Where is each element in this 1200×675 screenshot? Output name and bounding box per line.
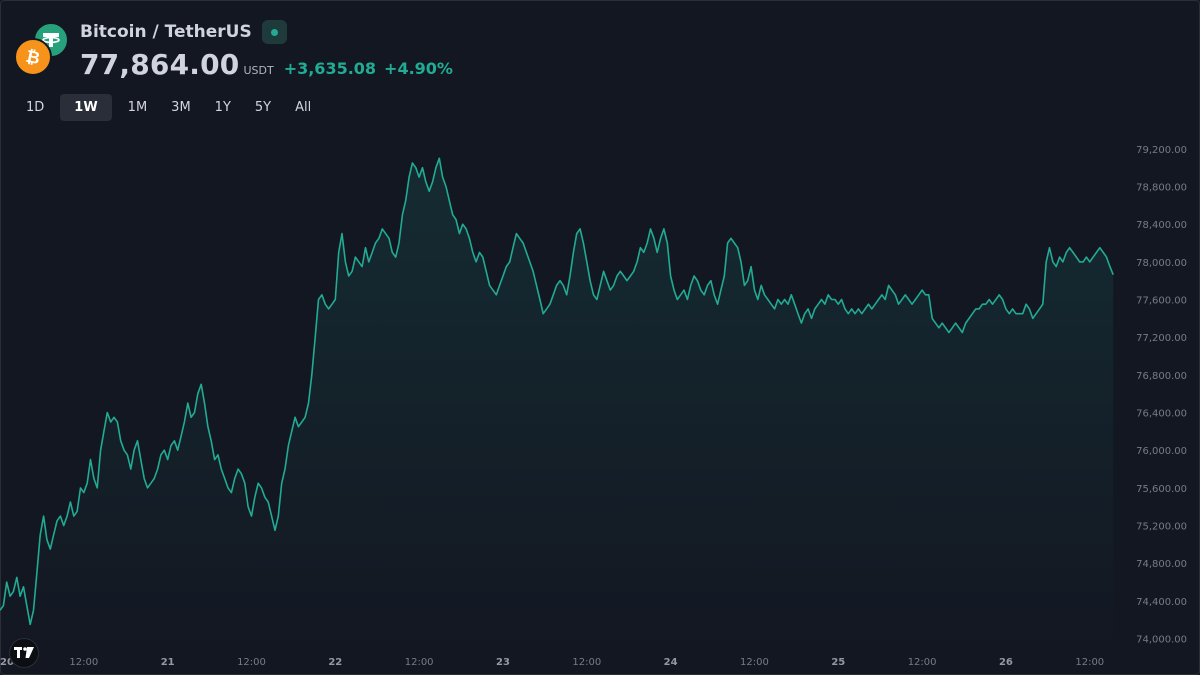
x-tick-label: 12:00 xyxy=(572,657,601,668)
y-tick-label: 77,200.00 xyxy=(1136,333,1187,344)
svg-text:₿: ₿ xyxy=(24,47,42,68)
price-line-series xyxy=(0,157,1114,626)
x-tick-label: 12:00 xyxy=(405,657,434,668)
y-tick-label: 78,000.00 xyxy=(1136,258,1187,269)
y-tick-label: 76,800.00 xyxy=(1136,371,1187,382)
price-change-abs: +3,635.08 xyxy=(283,59,377,78)
x-tick-label: 21 xyxy=(161,657,175,668)
pair-logos: ₿ xyxy=(14,20,70,80)
x-tick-label: 24 xyxy=(664,657,678,668)
x-tick-label: 22 xyxy=(328,657,342,668)
y-axis: 79,200.00 78,800.00 78,400.00 78,000.00 77,6… xyxy=(1136,145,1187,646)
tab-5y[interactable]: 5Y xyxy=(254,100,272,115)
tab-3m[interactable]: 3M xyxy=(171,100,191,115)
price-unit: USDT xyxy=(243,64,274,77)
y-tick-label: 74,000.00 xyxy=(1136,635,1187,646)
x-tick-label: 26 xyxy=(999,657,1013,668)
tab-1d[interactable]: 1D xyxy=(26,100,45,115)
timeframe-tabs: 1D 1W 1M 3M 1Y 5Y All xyxy=(18,94,319,121)
price-change-pct: +4.90% xyxy=(384,59,453,78)
x-tick-label: 12:00 xyxy=(908,657,937,668)
x-tick-label: 12:00 xyxy=(1075,657,1104,668)
y-tick-label: 75,200.00 xyxy=(1136,522,1187,533)
tab-1y[interactable]: 1Y xyxy=(214,100,231,115)
x-tick-label: 20 xyxy=(0,657,14,668)
x-tick-label: 23 xyxy=(496,657,510,668)
symbol-name[interactable]: Bitcoin / TetherUS xyxy=(80,22,252,42)
symbol-header: ₿ Bitcoin / TetherUS 77,864.00 USDT +3,6… xyxy=(14,14,714,84)
price-area-fill xyxy=(0,158,1114,649)
y-tick-label: 77,600.00 xyxy=(1136,296,1187,307)
last-price: 77,864.00 xyxy=(80,48,240,81)
y-tick-label: 75,600.00 xyxy=(1136,484,1187,495)
bitcoin-icon: ₿ xyxy=(14,38,52,76)
x-tick-label: 12:00 xyxy=(69,657,98,668)
y-tick-label: 74,400.00 xyxy=(1136,597,1187,608)
y-tick-label: 78,800.00 xyxy=(1136,183,1187,194)
x-tick-label: 12:00 xyxy=(237,657,266,668)
tab-all[interactable]: All xyxy=(295,100,312,115)
y-tick-label: 79,200.00 xyxy=(1136,145,1187,156)
y-tick-label: 78,400.00 xyxy=(1136,220,1187,231)
tab-1m[interactable]: 1M xyxy=(127,100,148,115)
x-axis: 20 12:00 21 12:00 22 12:00 23 12:00 24 12:00 25 12:… xyxy=(0,657,1104,668)
x-tick-label: 12:00 xyxy=(740,657,769,668)
tradingview-logo-icon[interactable] xyxy=(9,638,39,668)
y-tick-label: 76,400.00 xyxy=(1136,409,1187,420)
market-status-icon[interactable] xyxy=(261,20,287,44)
y-tick-label: 74,800.00 xyxy=(1136,559,1187,570)
x-tick-label: 25 xyxy=(831,657,845,668)
tab-1w[interactable]: 1W xyxy=(60,94,112,121)
y-tick-label: 76,000.00 xyxy=(1136,446,1187,457)
